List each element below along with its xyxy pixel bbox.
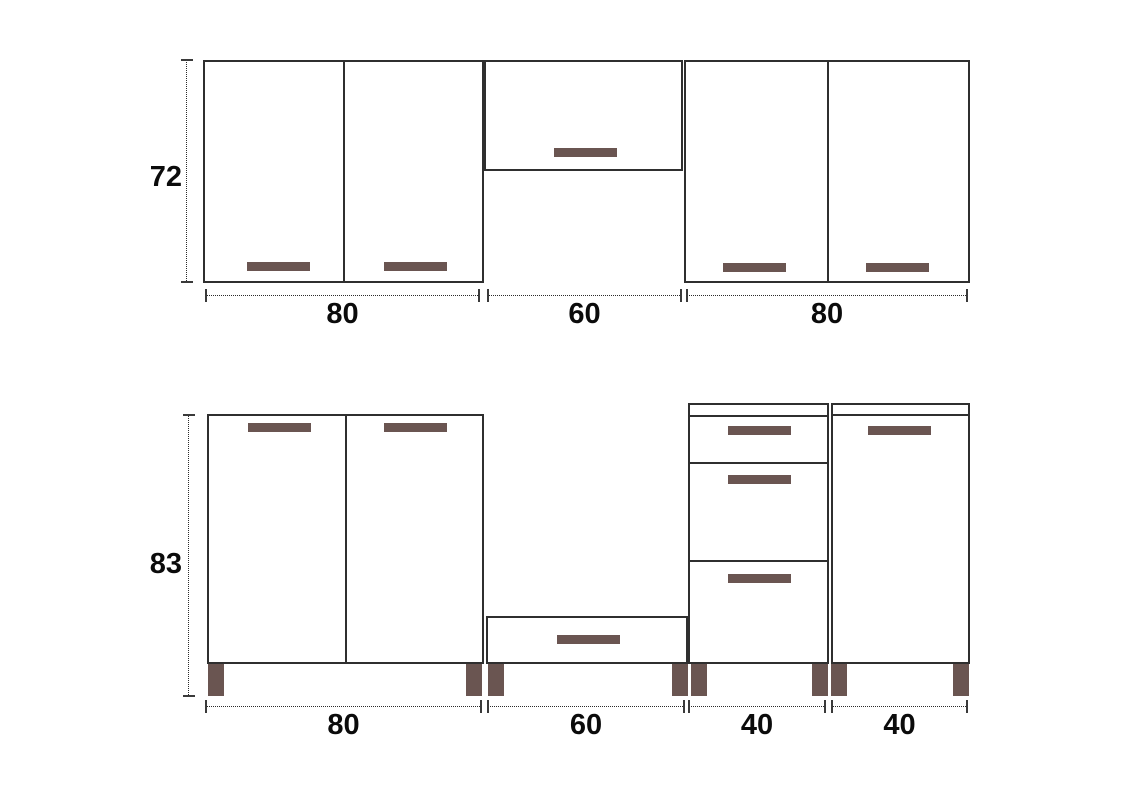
base-plinth-drawer-60: [486, 616, 688, 664]
dimension-label: 40: [740, 709, 774, 741]
wall-cabinet-80-left: [203, 60, 484, 283]
door-handle: [866, 263, 929, 272]
dimension-label: 80: [326, 298, 359, 330]
drawer-handle: [557, 635, 620, 644]
cabinet-leg: [466, 664, 482, 696]
door-handle: [248, 423, 311, 432]
door-gap-line: [343, 62, 345, 281]
drawer-handle: [728, 475, 791, 484]
base-cabinet-80: [207, 414, 484, 664]
door-handle: [384, 262, 447, 271]
base-height-dimension-label: 83: [149, 548, 182, 580]
base-height-dimension-line: [183, 414, 195, 697]
cabinet-leg: [488, 664, 504, 696]
base-drawer-unit-40: [688, 403, 829, 664]
top-rail-line: [690, 415, 827, 417]
door-handle: [554, 148, 617, 157]
base-width-dimension-60: 60: [487, 700, 685, 740]
wall-cabinet-60-hood: [484, 60, 683, 171]
base-width-dimension-40-left: 40: [688, 700, 826, 740]
base-door-cabinet-40: [831, 403, 970, 664]
dimension-label: 60: [569, 709, 603, 741]
cabinet-leg: [208, 664, 224, 696]
base-width-dimension-40-right: 40: [831, 700, 968, 740]
cabinet-leg: [812, 664, 828, 696]
door-handle: [868, 426, 931, 435]
cabinet-leg: [691, 664, 707, 696]
drawer-divider-line: [690, 462, 827, 464]
drawer-divider-line: [690, 560, 827, 562]
upper-width-dimension-60: 60: [487, 289, 682, 329]
dimension-label: 80: [810, 298, 844, 330]
wall-cabinet-80-right: [684, 60, 970, 283]
cabinet-leg: [953, 664, 969, 696]
door-handle: [247, 262, 310, 271]
base-width-dimension-80: 80: [205, 700, 482, 740]
upper-height-dimension-label: 72: [149, 161, 182, 193]
door-gap-line: [827, 62, 829, 281]
dimension-label: 60: [568, 298, 601, 330]
door-gap-line: [345, 416, 347, 662]
upper-height-dimension-line: [181, 59, 193, 283]
cabinet-leg: [672, 664, 688, 696]
upper-width-dimension-80-right: 80: [686, 289, 968, 329]
drawer-handle: [728, 574, 791, 583]
dimension-label: 80: [327, 709, 360, 741]
drawer-handle: [728, 426, 791, 435]
upper-width-dimension-80-left: 80: [205, 289, 480, 329]
door-handle: [384, 423, 447, 432]
door-handle: [723, 263, 786, 272]
top-rail-line: [833, 414, 968, 416]
dimension-label: 40: [883, 709, 916, 741]
cabinet-leg: [831, 664, 847, 696]
